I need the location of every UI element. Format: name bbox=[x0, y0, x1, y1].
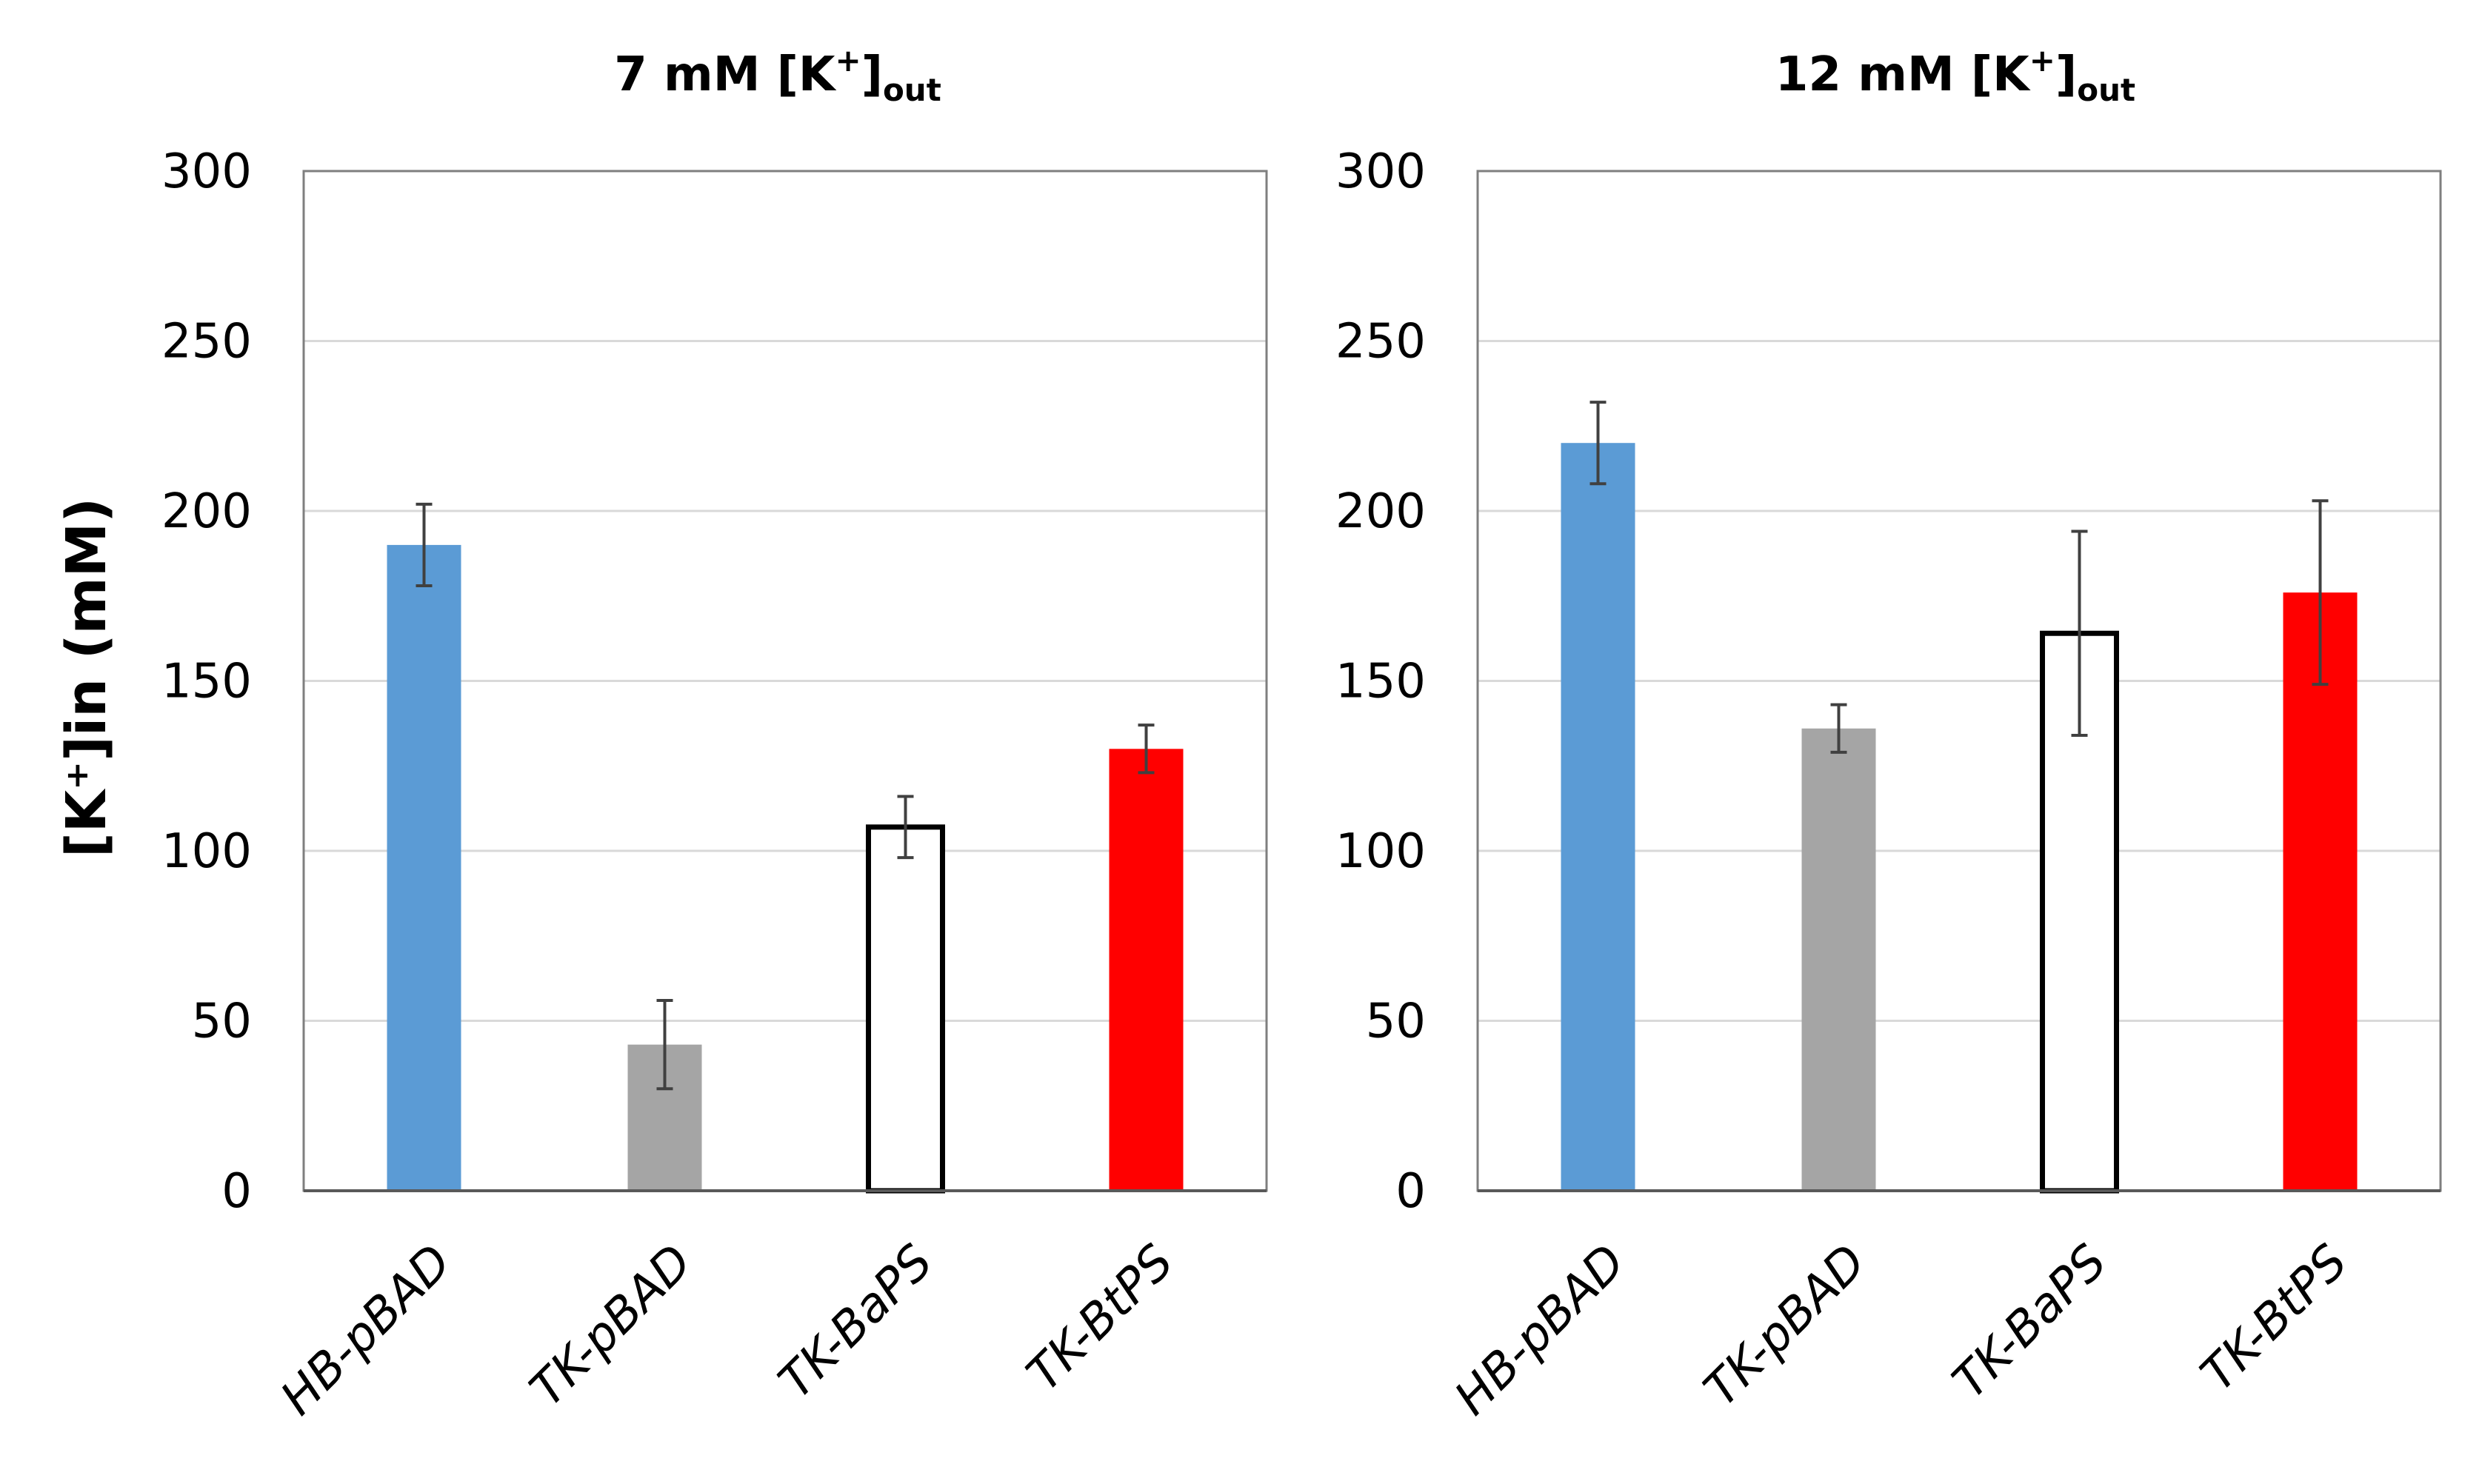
bar-TK-BaPS bbox=[866, 824, 945, 1194]
y-tick-label: 150 bbox=[1335, 655, 1426, 709]
y-tick-label: 300 bbox=[1335, 144, 1426, 199]
bar-HB-pBAD bbox=[1561, 443, 1635, 1191]
x-tick-label: HB-pBAD bbox=[270, 1234, 462, 1426]
x-tick-label: TK-BtPS bbox=[2191, 1234, 2358, 1402]
y-axis-label: [K⁺]in (mM) bbox=[55, 498, 119, 858]
chart-title: 7 mM [K+]out bbox=[614, 42, 941, 108]
y-tick-label: 0 bbox=[221, 1164, 252, 1219]
bar-HB-pBAD bbox=[387, 544, 461, 1191]
chart-panel-1: 7 mM [K+]out 0 50 100 150 200 250 300 HB-pBAD TK-… bbox=[161, 42, 1268, 1426]
x-tick-label: TK-pBAD bbox=[1694, 1234, 1877, 1417]
y-tick-label: 100 bbox=[1335, 824, 1426, 879]
y-tick-label: 200 bbox=[1335, 484, 1426, 539]
y-tick-label: 250 bbox=[161, 315, 252, 370]
x-tick-label: TK-pBAD bbox=[520, 1234, 703, 1417]
y-tick-label: 150 bbox=[161, 655, 252, 709]
y-tick-label: 200 bbox=[161, 484, 252, 539]
x-tick-label: TK-BtPS bbox=[1017, 1234, 1184, 1402]
bar-TK-BtPS bbox=[1109, 749, 1184, 1191]
chart-panel-2: 12 mM [K+]out 0 50 100 150 200 250 300 HB-pBAD TK… bbox=[1335, 42, 2442, 1426]
y-tick-label: 250 bbox=[1335, 315, 1426, 370]
y-tick-label: 100 bbox=[161, 824, 252, 879]
y-tick-label: 50 bbox=[1366, 995, 1426, 1049]
x-tick-label: HB-pBAD bbox=[1444, 1234, 1636, 1426]
bar-TK-pBAD bbox=[1801, 728, 1876, 1191]
x-tick-label: TK-BaPS bbox=[769, 1234, 944, 1409]
x-tick-label: TK-BaPS bbox=[1943, 1234, 2118, 1409]
y-tick-label: 300 bbox=[161, 144, 252, 199]
bar-TK-BtPS bbox=[2283, 592, 2358, 1191]
y-tick-label: 50 bbox=[192, 995, 252, 1049]
y-tick-label: 0 bbox=[1395, 1164, 1426, 1219]
chart-title: 12 mM [K+]out bbox=[1775, 42, 2135, 108]
